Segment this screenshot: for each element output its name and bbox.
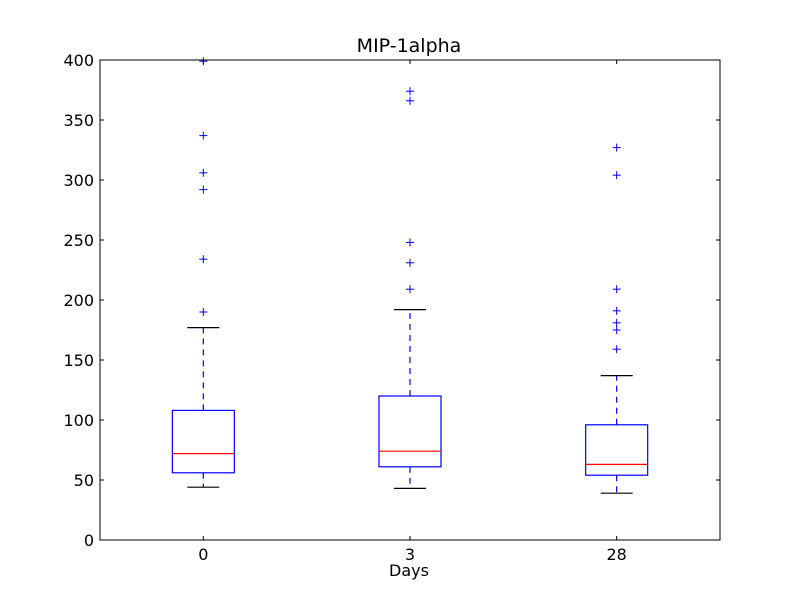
y-tick-label: 150: [63, 351, 94, 370]
outlier-point: [612, 306, 621, 315]
iqr-box: [378, 395, 442, 468]
box-series: [171, 57, 649, 494]
outlier-point: [612, 285, 621, 294]
y-tick-label: 0: [84, 531, 94, 550]
y-tick-label: 200: [63, 291, 94, 310]
box-group-28: [585, 143, 649, 494]
y-tick-label: 250: [63, 231, 94, 250]
plot-area-frame: [99, 59, 721, 541]
outlier-point: [612, 326, 621, 334]
outlier-point: [199, 185, 208, 194]
outlier-point: [199, 168, 208, 177]
y-tick-label: 100: [63, 411, 94, 430]
x-axis: 0 3 28: [198, 60, 627, 564]
outlier-point: [199, 131, 208, 140]
outlier-point: [406, 258, 414, 267]
box-group-0: [171, 57, 235, 488]
x-tick-label: 3: [405, 545, 415, 564]
iqr-box: [171, 409, 235, 474]
y-tick-label: 300: [63, 171, 94, 190]
outlier-point: [612, 171, 621, 180]
outlier-point: [199, 255, 208, 264]
y-tick-label: 50: [74, 471, 94, 490]
outlier-point: [612, 143, 621, 152]
outlier-point: [612, 318, 621, 327]
outlier-point: [612, 345, 621, 354]
y-axis: 0 50 100 150 200 250 300 350 400: [63, 51, 720, 550]
chart-title: MIP-1alpha: [357, 35, 462, 57]
y-tick-label: 350: [63, 111, 94, 130]
y-tick-label: 400: [63, 51, 94, 70]
outlier-point: [406, 285, 414, 294]
box-group-3: [378, 87, 442, 489]
outlier-point: [406, 87, 414, 96]
x-axis-label: Days: [389, 561, 429, 580]
x-tick-label: 28: [606, 545, 626, 564]
outlier-point: [199, 308, 208, 316]
outlier-point: [406, 238, 414, 247]
iqr-box: [585, 424, 649, 476]
outlier-point: [406, 96, 414, 105]
x-tick-label: 0: [198, 545, 208, 564]
outlier-point: [199, 57, 208, 66]
